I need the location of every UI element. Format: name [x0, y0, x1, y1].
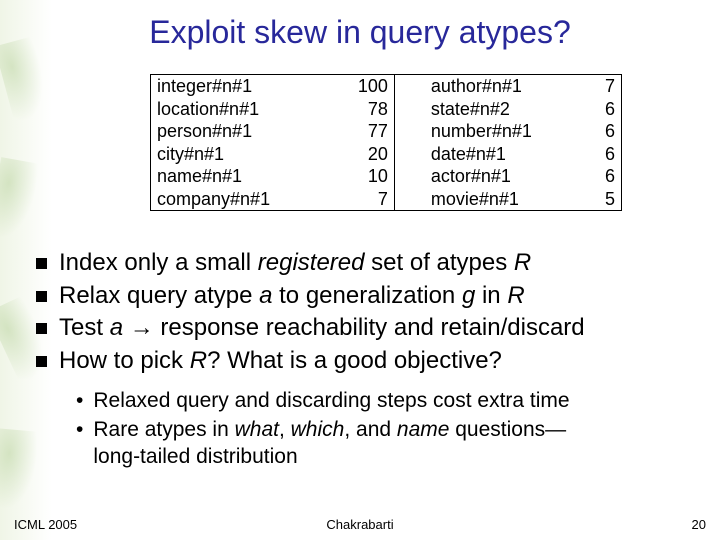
atype-count: 10	[333, 165, 395, 188]
table-row: location#n#178 state#n#26	[151, 98, 621, 121]
square-bullet-icon	[36, 291, 47, 302]
atype-label: company#n#1	[151, 188, 333, 211]
atype-label: integer#n#1	[151, 75, 333, 98]
atype-frequency-table: integer#n#1100author#n#17location#n#178s…	[150, 74, 622, 211]
atype-count: 7	[589, 75, 621, 98]
sub-bullet-item: • Relaxed query and discarding steps cost…	[76, 388, 690, 415]
atype-label: person#n#1	[151, 120, 333, 143]
main-bullet-list: Index only a small registered set of aty…	[36, 248, 700, 379]
round-bullet-icon: •	[76, 417, 83, 444]
sub-bullet-item: • Rare atypes in what, which, and name qu…	[76, 417, 690, 471]
atype-label: name#n#1	[151, 165, 333, 188]
table-spacer	[394, 75, 425, 98]
table-spacer	[394, 165, 425, 188]
atype-label: date#n#1	[425, 143, 589, 166]
round-bullet-icon: •	[76, 388, 83, 415]
atype-count: 100	[333, 75, 395, 98]
slide-title: Exploit skew in query atypes?	[0, 14, 720, 51]
atype-count: 6	[589, 120, 621, 143]
bullet-item: Test a → response reachability and retai…	[36, 313, 700, 344]
atype-count: 6	[589, 165, 621, 188]
atype-label: actor#n#1	[425, 165, 589, 188]
atype-count: 7	[333, 188, 395, 211]
atype-count: 5	[589, 188, 621, 211]
atype-count: 78	[333, 98, 395, 121]
atype-label: author#n#1	[425, 75, 589, 98]
slide: Exploit skew in query atypes? integer#n#…	[0, 0, 720, 540]
atype-label: city#n#1	[151, 143, 333, 166]
sub-bullet-list: • Relaxed query and discarding steps cost…	[76, 388, 690, 473]
atype-count: 6	[589, 143, 621, 166]
sub-bullet-text: Relaxed query and discarding steps cost …	[93, 388, 569, 415]
atype-label: location#n#1	[151, 98, 333, 121]
square-bullet-icon	[36, 323, 47, 334]
atype-label: number#n#1	[425, 120, 589, 143]
bullet-text: Test a → response reachability and retai…	[59, 313, 700, 344]
atype-label: state#n#2	[425, 98, 589, 121]
atype-count: 77	[333, 120, 395, 143]
bullet-text: How to pick R? What is a good objective?	[59, 346, 700, 377]
table-row: person#n#177 number#n#16	[151, 120, 621, 143]
bullet-item: How to pick R? What is a good objective?	[36, 346, 700, 377]
bullet-item: Relax query atype a to generalization g …	[36, 281, 700, 312]
sub-bullet-text: Rare atypes in what, which, and name que…	[93, 417, 566, 471]
footer: ICML 2005 Chakrabarti 20	[14, 517, 706, 532]
footer-page-number: 20	[692, 517, 706, 532]
atype-label: movie#n#1	[425, 188, 589, 211]
atype-count: 20	[333, 143, 395, 166]
table-spacer	[394, 120, 425, 143]
bullet-item: Index only a small registered set of aty…	[36, 248, 700, 279]
square-bullet-icon	[36, 356, 47, 367]
table-spacer	[394, 143, 425, 166]
table-spacer	[394, 98, 425, 121]
table-row: name#n#110 actor#n#16	[151, 165, 621, 188]
table-row: integer#n#1100 author#n#17	[151, 75, 621, 98]
table-row: company#n#17 movie#n#15	[151, 188, 621, 211]
table-row: city#n#120 date#n#16	[151, 143, 621, 166]
atype-count: 6	[589, 98, 621, 121]
square-bullet-icon	[36, 258, 47, 269]
footer-center: Chakrabarti	[14, 517, 706, 532]
bullet-text: Index only a small registered set of aty…	[59, 248, 700, 279]
bullet-text: Relax query atype a to generalization g …	[59, 281, 700, 312]
table-spacer	[394, 188, 425, 211]
